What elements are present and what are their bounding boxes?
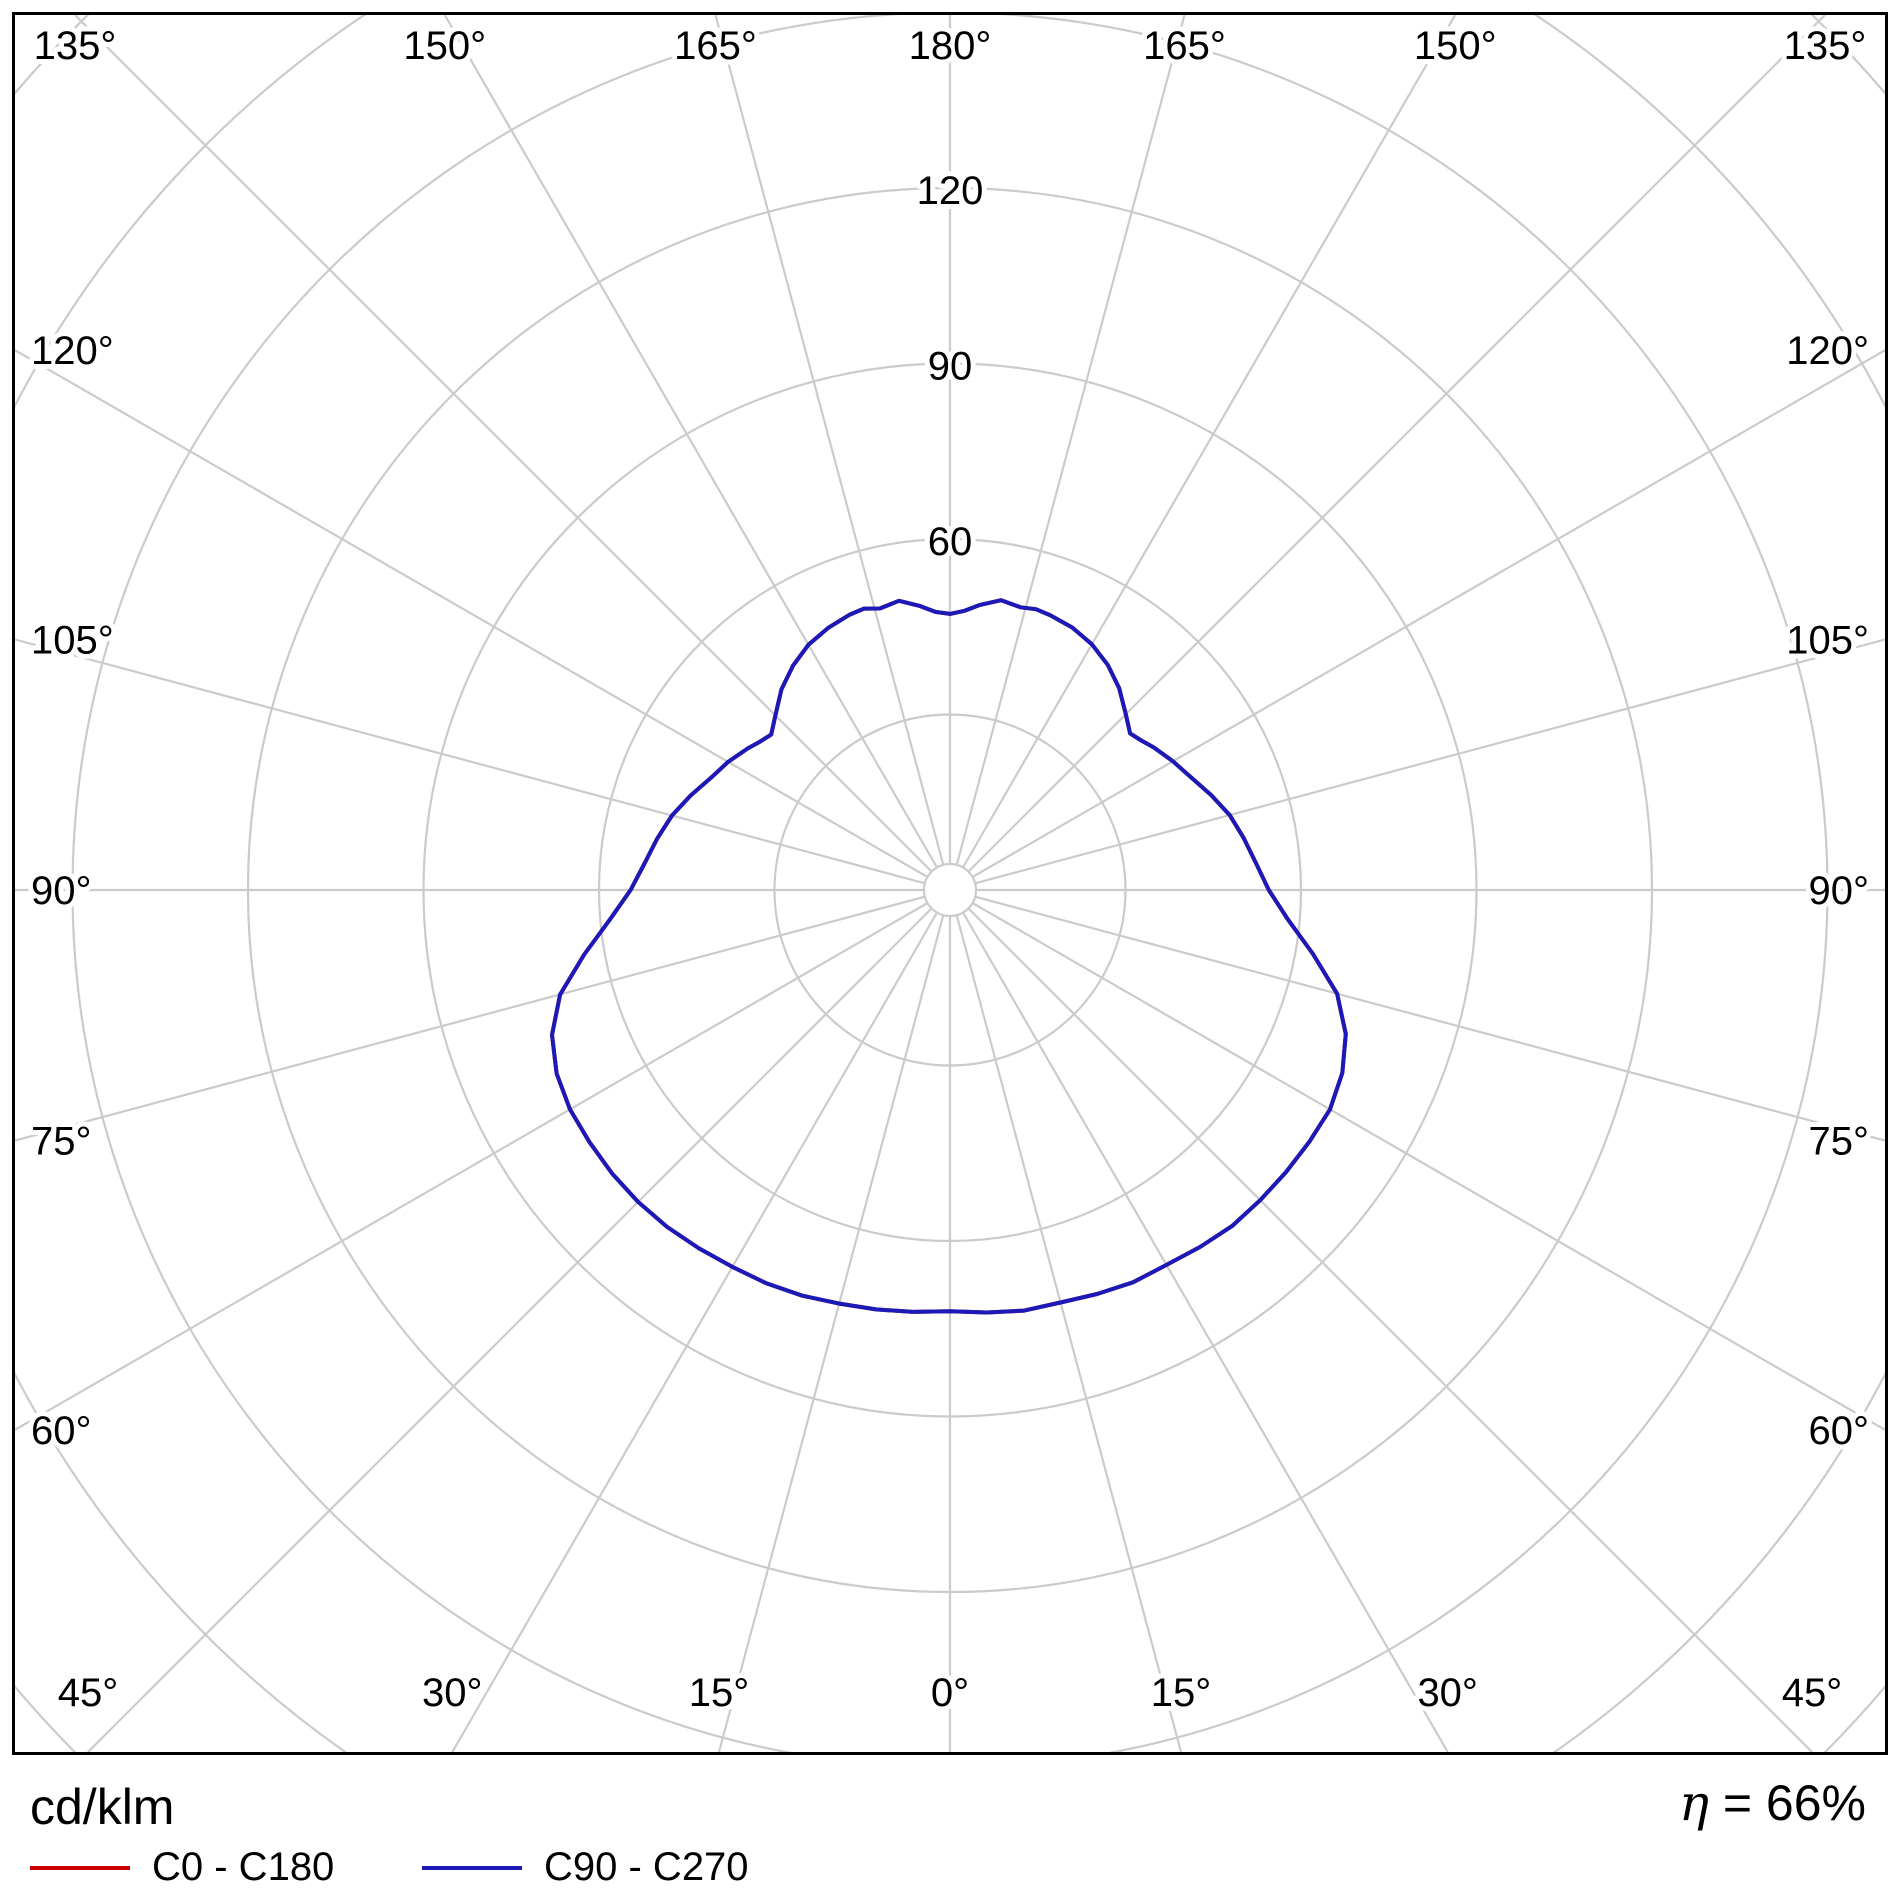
angle-label: 90°	[1809, 869, 1870, 913]
angle-label: 180°	[909, 24, 992, 68]
grid-spoke	[955, 15, 1186, 866]
angle-label: 120°	[31, 329, 114, 373]
angle-label: 105°	[31, 619, 114, 663]
legend-line-c90-c270	[422, 1865, 522, 1870]
grid-spoke	[15, 902, 929, 1431]
angle-label: 150°	[1414, 24, 1497, 68]
angle-label: 60°	[1809, 1409, 1870, 1453]
ring-label: 120	[917, 169, 984, 213]
legend-item-c0-c180: C0 - C180	[30, 1845, 334, 1890]
angle-label: 30°	[422, 1671, 483, 1715]
angle-label: 90°	[31, 869, 92, 913]
angle-label: 120°	[1786, 329, 1869, 373]
angle-label: 15°	[1151, 1671, 1212, 1715]
eta-value: = 66%	[1708, 1775, 1866, 1831]
eta-symbol: η	[1678, 1774, 1709, 1832]
angle-label: 60°	[31, 1409, 92, 1453]
grid-spoke	[967, 15, 1826, 873]
legend-label-c0-c180: C0 - C180	[152, 1845, 335, 1889]
grid-spoke	[15, 895, 926, 1142]
angle-label: 165°	[674, 24, 757, 68]
angle-label: 15°	[689, 1671, 750, 1715]
grid-center-ring	[922, 862, 978, 918]
grid-spoke	[971, 902, 1885, 1431]
angle-label: 45°	[58, 1671, 119, 1715]
unit-label: cd/klm	[30, 1779, 175, 1835]
angle-label: 150°	[403, 24, 486, 68]
legend-label-c90-c270: C90 - C270	[544, 1845, 749, 1889]
grid-spoke	[87, 907, 933, 1752]
grid-spoke	[955, 914, 1183, 1752]
angle-label: 105°	[1786, 619, 1869, 663]
angle-label: 135°	[34, 24, 117, 68]
ring-label: 60	[928, 520, 973, 564]
angle-label: 0°	[931, 1671, 969, 1715]
polar-chart-frame: 0° 15° 15° 30° 30° 45° 45° 60° 60° 75° 75° 90° 90° 10…	[12, 12, 1888, 1755]
grid-spoke	[974, 895, 1885, 1142]
ring-label: 90	[928, 345, 973, 389]
grid-spoke	[714, 15, 945, 866]
grid-spoke	[451, 911, 938, 1752]
curve-c90-c270	[550, 598, 1348, 1315]
efficiency-label: η = 66%	[1679, 1774, 1866, 1832]
angle-label: 45°	[1782, 1671, 1843, 1715]
angle-label: 135°	[1784, 24, 1867, 68]
grid-spoke	[962, 15, 1457, 869]
grid-spoke	[962, 911, 1449, 1752]
grid-spoke	[74, 15, 933, 873]
angle-label: 165°	[1143, 24, 1226, 68]
legend-line-c0-c180	[30, 1865, 130, 1870]
grid-spoke	[15, 349, 929, 878]
grid-spoke	[971, 349, 1885, 878]
grid-spoke	[717, 914, 945, 1752]
angle-label: 30°	[1417, 1671, 1478, 1715]
grid-spoke	[443, 15, 938, 869]
angle-label: 75°	[31, 1120, 92, 1164]
polar-chart: 0° 15° 15° 30° 30° 45° 45° 60° 60° 75° 75° 90° 90° 10…	[15, 15, 1885, 1752]
grid-spoke	[974, 638, 1885, 885]
grid-spoke	[15, 638, 926, 885]
legend-item-c90-c270: C90 - C270	[422, 1845, 749, 1890]
angle-label: 75°	[1809, 1120, 1870, 1164]
grid-spoke	[967, 907, 1813, 1752]
